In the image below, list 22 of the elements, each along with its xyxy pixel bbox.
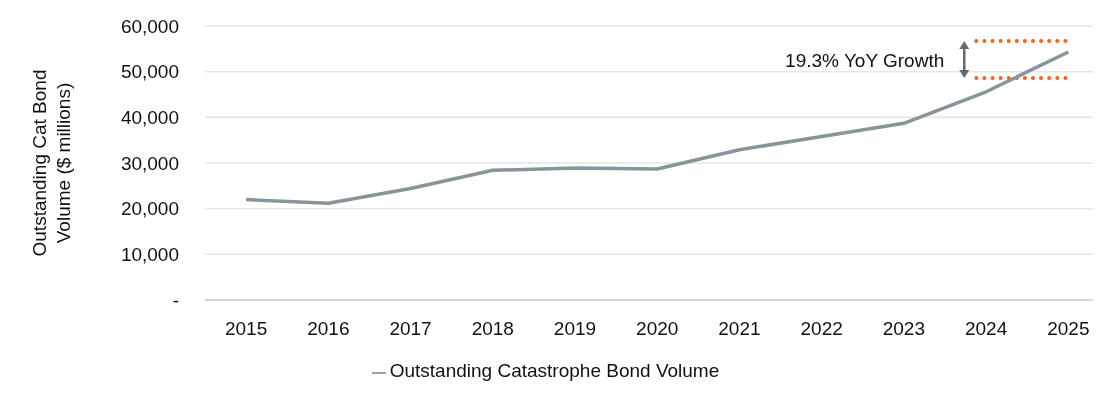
annotation: 19.3% YoY Growth (785, 49, 945, 71)
x-tick-label: 2022 (800, 318, 843, 340)
y-tick-label: - (172, 289, 179, 311)
x-tick-label: 2020 (636, 318, 679, 340)
x-tick-label: 2023 (882, 318, 926, 340)
y-tick-label: 50,000 (120, 61, 179, 83)
y-tick-label: 20,000 (120, 198, 179, 220)
x-tick-label: 2018 (471, 318, 514, 340)
line-series (244, 50, 1071, 205)
y-tick-label: 30,000 (120, 152, 179, 174)
legend-label: Outstanding Catastrophe Bond Volume (389, 360, 720, 381)
x-tick-label: 2024 (964, 318, 1008, 340)
y-axis-title: Outstanding Cat Bond Volume ($ millions) (29, 69, 74, 257)
x-tick-label: 2019 (553, 318, 597, 340)
y-tick-label: 10,000 (120, 244, 179, 266)
x-tick-label: 2017 (389, 318, 432, 340)
x-tick-label: 2021 (718, 318, 761, 340)
y-tick-label: 40,000 (120, 107, 179, 129)
x-tick-label: 2016 (307, 318, 350, 340)
y-tick-label: 60,000 (120, 15, 179, 37)
x-tick-label: 2015 (224, 318, 268, 340)
x-tick-label: 2025 (1047, 318, 1090, 340)
